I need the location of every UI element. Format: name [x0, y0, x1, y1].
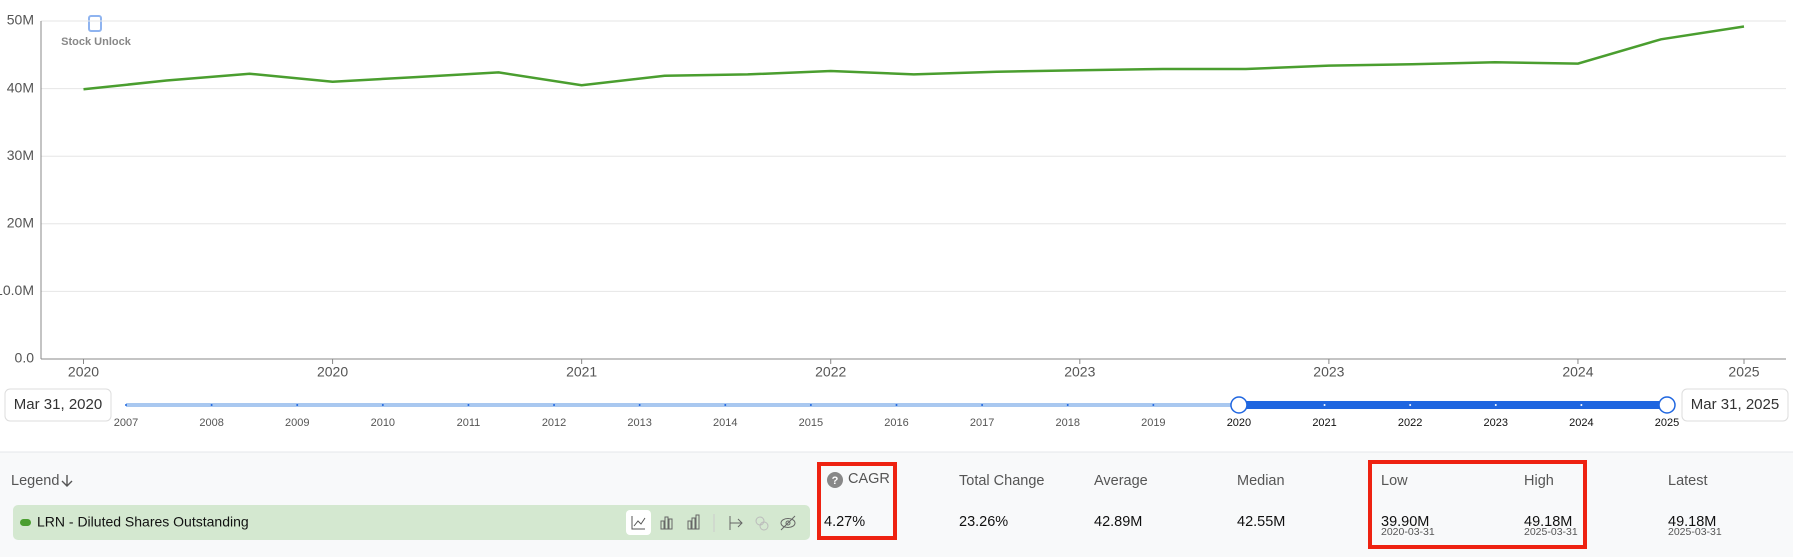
stat-value: 49.18M — [1524, 514, 1572, 530]
stat-date: 2025-03-31 — [1668, 526, 1722, 538]
slider-year: 2020 — [1227, 417, 1251, 429]
slider-year: 2008 — [199, 417, 223, 429]
stat-value: 23.26% — [959, 514, 1008, 530]
highlight-box — [1368, 460, 1587, 549]
watermark: Stock Unlock — [61, 15, 132, 48]
stat-value: 4.27% — [824, 514, 865, 530]
slider-dot — [381, 404, 384, 406]
end-date-box[interactable] — [1681, 388, 1789, 422]
series-line — [83, 25, 1745, 91]
y-tick-label: 40M — [7, 79, 34, 95]
slider-year: 2022 — [1398, 417, 1422, 429]
icon — [631, 516, 645, 530]
legend-row[interactable] — [13, 505, 810, 540]
slider-dot — [296, 404, 299, 406]
slider-year: 2010 — [371, 417, 395, 429]
slider-dot — [210, 404, 213, 406]
slider-dot — [1323, 404, 1326, 406]
slider-dot — [1494, 404, 1497, 406]
help-icon[interactable] — [827, 472, 843, 488]
slider-year: 2018 — [1055, 417, 1079, 429]
slider-year: 2014 — [713, 417, 737, 429]
y-tick-label: 10.0M — [0, 282, 34, 298]
toolbar-icons[interactable] — [660, 514, 796, 532]
slider-year: 2025 — [1655, 417, 1679, 429]
slider-year: 2023 — [1484, 417, 1508, 429]
legend-label[interactable]: LRN - Diluted Shares Outstanding — [37, 514, 249, 530]
sort-arrow[interactable] — [61, 475, 73, 487]
slider-dot — [724, 404, 727, 406]
slider-dot — [125, 404, 127, 406]
slider-dot — [553, 404, 556, 406]
x-tick-label: 2023 — [1064, 364, 1095, 380]
slider-dot — [467, 404, 470, 406]
y-tick-label: 50M — [7, 12, 34, 28]
slider-dot — [809, 404, 812, 406]
stat-header: Average — [1094, 473, 1148, 489]
slider-year: 2013 — [627, 417, 651, 429]
start-date[interactable]: Mar 31, 2020 — [14, 396, 102, 413]
highlight-box — [817, 462, 897, 540]
slider-year: 2011 — [457, 417, 481, 429]
x-tick-label: 2023 — [1313, 364, 1344, 380]
slider-dot — [1580, 404, 1583, 406]
slider-dot — [981, 404, 984, 406]
x-tick-label: 2024 — [1562, 364, 1593, 380]
slider-year: 2007 — [114, 417, 138, 429]
slider-handle[interactable] — [1658, 396, 1676, 414]
stat-header: CAGR — [848, 471, 890, 487]
watermark-icon — [88, 15, 102, 32]
slider-dot — [638, 404, 641, 406]
legend-header[interactable]: Legend — [11, 473, 59, 489]
y-tick-label: 20M — [7, 215, 34, 231]
x-tick-label: 2020 — [68, 364, 99, 380]
stat-header: High — [1524, 473, 1554, 489]
help-icon-glyph: ? — [832, 475, 839, 487]
watermark-text: Stock Unlock — [61, 36, 132, 48]
y-tick-label: 0.0 — [15, 350, 35, 366]
stat-date: 2025-03-31 — [1524, 526, 1578, 538]
slider-year: 2015 — [799, 417, 823, 429]
slider-year: 2012 — [542, 417, 566, 429]
slider-year: 2021 — [1312, 417, 1336, 429]
stat-value: 42.89M — [1094, 514, 1142, 530]
stat-value: 42.55M — [1237, 514, 1285, 530]
stat-value: 49.18M — [1668, 514, 1716, 530]
slider-dot — [1066, 404, 1069, 406]
end-date[interactable]: Mar 31, 2025 — [1691, 396, 1779, 413]
slider-handle[interactable] — [1230, 396, 1248, 414]
slider-dot — [1152, 404, 1155, 406]
icon — [633, 517, 646, 527]
slider-dot — [1409, 404, 1412, 406]
stat-header: Low — [1381, 473, 1408, 489]
x-tick-label: 2021 — [566, 364, 597, 380]
y-tick-label: 30M — [7, 147, 34, 163]
stat-value: 39.90M — [1381, 514, 1429, 530]
legend-swatch — [20, 519, 31, 526]
start-date-box[interactable] — [4, 388, 112, 422]
stat-header: Total Change — [959, 473, 1044, 489]
line-mode-button[interactable] — [626, 510, 651, 535]
slider-dot — [895, 404, 898, 406]
slider-year: 2017 — [970, 417, 994, 429]
stat-header: Median — [1237, 473, 1285, 489]
x-tick-label: 2022 — [815, 364, 846, 380]
stat-header: Latest — [1668, 473, 1708, 489]
x-tick-label: 2025 — [1728, 364, 1759, 380]
stat-date: 2020-03-31 — [1381, 526, 1435, 538]
slider-year: 2016 — [884, 417, 908, 429]
x-tick-label: 2020 — [317, 364, 348, 380]
slider-year: 2019 — [1141, 417, 1165, 429]
slider-year: 2009 — [285, 417, 309, 429]
slider-year: 2024 — [1569, 417, 1593, 429]
